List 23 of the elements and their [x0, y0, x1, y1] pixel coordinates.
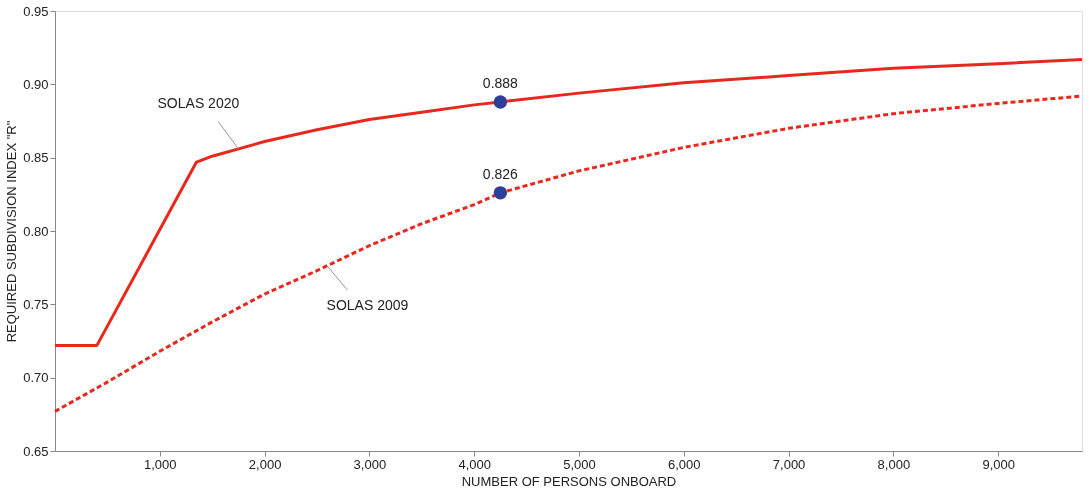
y-axis-title: REQUIRED SUBDIVISION INDEX "R" — [4, 120, 20, 343]
y-tick-label: 0.85 — [23, 150, 49, 166]
y-tick-label: 0.80 — [23, 223, 49, 239]
x-tick-label: 1,000 — [144, 456, 177, 472]
annotation: SOLAS 2009 — [326, 297, 409, 314]
y-tick-label: 0.95 — [23, 3, 49, 19]
y-tick-label: 0.65 — [23, 443, 49, 459]
x-tick-label: 9,000 — [982, 456, 1015, 472]
line-series — [53, 57, 1084, 347]
y-tick-label: 0.70 — [23, 370, 49, 386]
x-tick-label: 5,000 — [563, 456, 596, 472]
x-tick-label: 3,000 — [353, 456, 387, 472]
annotation: SOLAS 2020 — [157, 94, 240, 111]
x-tick-label: 2,000 — [248, 456, 282, 472]
x-tick-label: 8,000 — [877, 456, 911, 472]
x-tick-label: 6,000 — [668, 456, 701, 472]
data-label: 0.826 — [482, 165, 519, 182]
y-tick-label: 0.75 — [23, 296, 49, 312]
data-label: 0.888 — [482, 74, 519, 91]
x-tick-label: 7,000 — [772, 456, 806, 472]
y-tick-label: 0.90 — [23, 76, 49, 92]
x-axis-title: NUMBER OF PERSONS ONBOARD — [461, 473, 677, 489]
x-tick-label: 4,000 — [458, 456, 491, 472]
